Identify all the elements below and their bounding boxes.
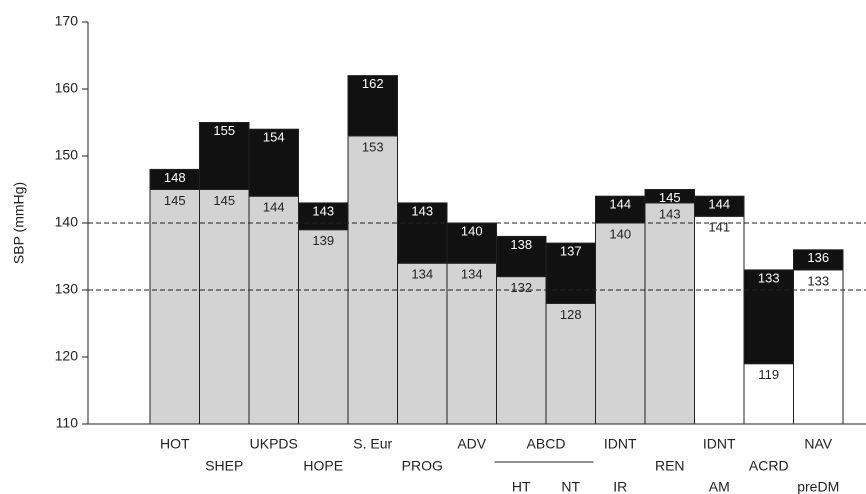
value-label: 153 xyxy=(362,139,384,154)
x-tick-label: PROG xyxy=(402,458,443,474)
value-label: 138 xyxy=(510,237,532,252)
bar-lower xyxy=(347,135,398,425)
bar-lower xyxy=(446,262,497,425)
x-tick-label: REN xyxy=(655,458,685,474)
value-label: 139 xyxy=(312,233,334,248)
x-tick-label: HT xyxy=(512,479,531,494)
y-tick-label: 170 xyxy=(55,13,79,29)
y-tick-label: 120 xyxy=(55,348,79,364)
value-label: 143 xyxy=(312,203,334,218)
value-label: 143 xyxy=(411,203,433,218)
x-tick-label: SHEP xyxy=(205,458,243,474)
x-tick-label: HOT xyxy=(160,436,190,452)
bar-lower xyxy=(694,215,745,425)
bar-upper xyxy=(595,195,646,224)
x-tick-label: IR xyxy=(613,479,627,494)
x-tick-label: HOPE xyxy=(303,458,343,474)
y-tick-label: 130 xyxy=(55,281,79,297)
bar-upper xyxy=(248,128,299,197)
bar-lower xyxy=(397,262,448,425)
bar-upper xyxy=(793,249,844,271)
x-tick-label: ADV xyxy=(457,436,486,452)
value-label: 145 xyxy=(659,190,681,205)
value-label: 134 xyxy=(461,267,483,282)
value-label: 145 xyxy=(213,193,235,208)
bar-upper xyxy=(298,202,349,231)
value-label: 133 xyxy=(807,273,829,288)
value-label: 132 xyxy=(510,280,532,295)
bar-lower xyxy=(149,189,200,425)
value-label: 162 xyxy=(362,76,384,91)
y-tick-label: 160 xyxy=(55,80,79,96)
group-label: IDNT xyxy=(703,436,736,452)
value-label: 144 xyxy=(708,197,730,212)
value-label: 140 xyxy=(609,226,631,241)
group-label: NAV xyxy=(804,436,832,452)
value-label: 136 xyxy=(807,250,829,265)
value-label: 137 xyxy=(560,244,582,259)
bar-upper xyxy=(545,242,596,304)
bar-upper xyxy=(397,202,448,264)
group-label: IDNT xyxy=(604,436,637,452)
bar-upper xyxy=(694,195,745,217)
value-label: 143 xyxy=(659,206,681,221)
y-tick-label: 140 xyxy=(55,214,79,230)
x-tick-label: UKPDS xyxy=(250,436,298,452)
x-tick-label: preDM xyxy=(797,479,839,494)
bar-lower xyxy=(793,269,844,425)
value-label: 154 xyxy=(263,130,285,145)
bar-lower xyxy=(496,276,547,425)
y-tick-label: 110 xyxy=(56,415,79,431)
value-label: 148 xyxy=(164,170,186,185)
x-tick-label: ACRD xyxy=(749,458,789,474)
bar-lower xyxy=(644,202,695,425)
bar-upper xyxy=(743,269,794,365)
bar-upper xyxy=(496,235,547,278)
bar-lower xyxy=(298,229,349,425)
value-label: 155 xyxy=(213,123,235,138)
bar-upper xyxy=(446,222,497,264)
value-label: 144 xyxy=(263,200,285,215)
y-tick-label: 150 xyxy=(55,147,79,163)
value-label: 133 xyxy=(758,270,780,285)
x-tick-label: NT xyxy=(561,479,580,494)
bar-lower xyxy=(595,222,646,425)
x-tick-label: AM xyxy=(709,479,730,494)
x-tick-label: S. Eur xyxy=(353,436,392,452)
value-label: 119 xyxy=(758,367,779,382)
bar-lower xyxy=(199,189,250,425)
value-label: 140 xyxy=(461,223,483,238)
bar-upper xyxy=(199,122,250,190)
value-label: 141 xyxy=(708,220,730,235)
value-label: 145 xyxy=(164,193,186,208)
bar-upper xyxy=(347,75,398,137)
value-label: 128 xyxy=(560,307,582,322)
value-label: 144 xyxy=(609,197,631,212)
y-axis-label: SBP (mmHg) xyxy=(11,182,27,264)
value-label: 134 xyxy=(411,267,433,282)
group-label: ABCD xyxy=(527,436,566,452)
bar-lower xyxy=(248,195,299,425)
